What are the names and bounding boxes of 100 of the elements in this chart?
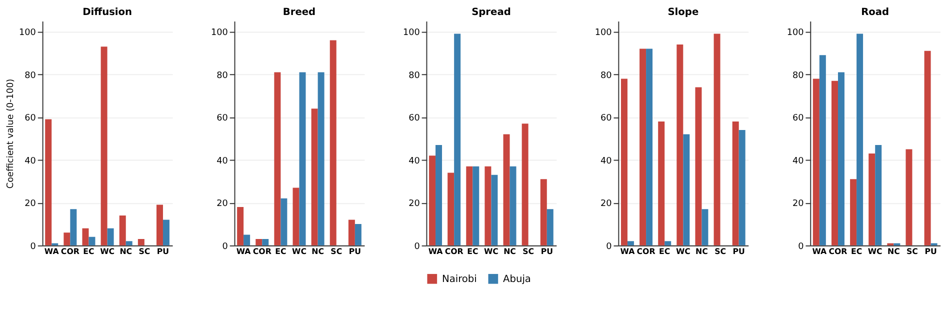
bar	[311, 108, 318, 246]
bar	[676, 44, 684, 246]
bar	[546, 209, 554, 246]
y-tick-label: 60	[408, 114, 420, 124]
x-tick-label: WA	[236, 246, 252, 256]
bar	[640, 48, 646, 246]
y-tick-label: 80	[24, 70, 36, 81]
bar	[274, 72, 281, 246]
bar	[732, 121, 739, 246]
bar	[156, 204, 163, 246]
bar	[738, 130, 746, 246]
bar	[924, 50, 931, 246]
bar	[64, 232, 70, 246]
bar	[237, 206, 244, 246]
y-tick-label: 100	[594, 28, 612, 38]
x-tick-label: EC	[275, 246, 286, 256]
x-tick-label: SC	[906, 246, 918, 256]
y-tick-label: 100	[210, 28, 228, 38]
y-tick-label: 80	[792, 70, 804, 81]
x-tick-label: EC	[659, 246, 670, 256]
y-tick-label: 40	[24, 156, 36, 166]
x-tick-label: WC	[100, 246, 115, 256]
x-tick-label: WA	[812, 246, 828, 256]
x-tick-label: NC	[504, 246, 516, 256]
x-tick-label: WA	[620, 246, 636, 256]
bar	[107, 228, 114, 246]
bar	[812, 78, 820, 246]
x-tick-label: WA	[44, 246, 60, 256]
bar	[850, 179, 857, 246]
bar	[620, 78, 628, 246]
x-tick-label: WC	[484, 246, 499, 256]
bar	[82, 228, 89, 246]
y-tick-label: 60	[600, 114, 612, 124]
y-tick-label: 0	[798, 242, 804, 252]
bar	[318, 72, 324, 246]
bar	[354, 224, 362, 246]
bar	[856, 34, 864, 246]
x-tick-label: PU	[540, 246, 553, 256]
x-tick-label: NC	[312, 246, 324, 256]
x-tick-label: NC	[120, 246, 132, 256]
bar	[88, 236, 96, 246]
bar	[70, 209, 77, 246]
x-tick-label: COR	[60, 246, 80, 256]
x-tick-label: PU	[732, 246, 745, 256]
bar	[838, 72, 844, 246]
x-tick-label: COR	[828, 246, 848, 256]
x-tick-label: EC	[850, 246, 862, 256]
bar	[695, 87, 702, 246]
bar	[138, 239, 144, 246]
y-tick-label: 100	[19, 28, 36, 38]
bar	[522, 124, 528, 246]
bar	[162, 220, 170, 246]
x-tick-label: PU	[348, 246, 362, 256]
bar	[348, 220, 355, 246]
bar	[491, 174, 498, 246]
bar	[658, 121, 665, 246]
x-tick-label: SC	[330, 246, 342, 256]
bar	[256, 239, 262, 246]
x-tick-label: COR	[252, 246, 272, 256]
y-tick-label: 40	[600, 156, 612, 166]
bar	[448, 172, 454, 246]
y-tick-label: 60	[792, 114, 804, 124]
bar	[875, 144, 882, 246]
y-tick-label: 20	[408, 199, 420, 210]
chart-title: Diffusion	[82, 7, 132, 18]
bar	[906, 149, 912, 246]
bar	[819, 55, 826, 246]
x-tick-label: COR	[636, 246, 656, 256]
y-tick-label: 0	[222, 242, 228, 252]
x-tick-label: PU	[924, 246, 937, 256]
chart-title: Road	[861, 7, 890, 18]
bar	[540, 179, 547, 246]
y-tick-label: 80	[216, 70, 228, 81]
y-tick-label: 60	[24, 114, 36, 124]
y-tick-label: 0	[30, 242, 36, 252]
y-tick-label: 20	[792, 199, 804, 210]
bar	[868, 154, 876, 246]
y-tick-label: 40	[408, 156, 420, 166]
y-tick-label: 100	[786, 28, 804, 38]
y-tick-label: 20	[24, 199, 36, 210]
bar	[702, 209, 708, 246]
bar	[454, 34, 461, 246]
bar	[683, 134, 690, 246]
y-tick-label: 0	[606, 242, 612, 252]
bar	[510, 166, 516, 246]
bar	[299, 72, 306, 246]
y-axis-title: Coefficient value (0-100)	[6, 78, 16, 189]
bar	[472, 166, 480, 246]
x-tick-label: WC	[676, 246, 691, 256]
x-tick-label: SC	[714, 246, 726, 256]
x-tick-label: NC	[696, 246, 708, 256]
x-tick-label: NC	[887, 246, 900, 256]
bar	[831, 80, 838, 246]
bar	[45, 119, 52, 246]
x-tick-label: WC	[868, 246, 883, 256]
y-tick-label: 40	[216, 156, 228, 166]
y-tick-label: 80	[600, 70, 612, 81]
y-tick-label: 20	[600, 199, 612, 210]
y-tick-label: 40	[792, 156, 804, 166]
bar	[126, 241, 132, 246]
